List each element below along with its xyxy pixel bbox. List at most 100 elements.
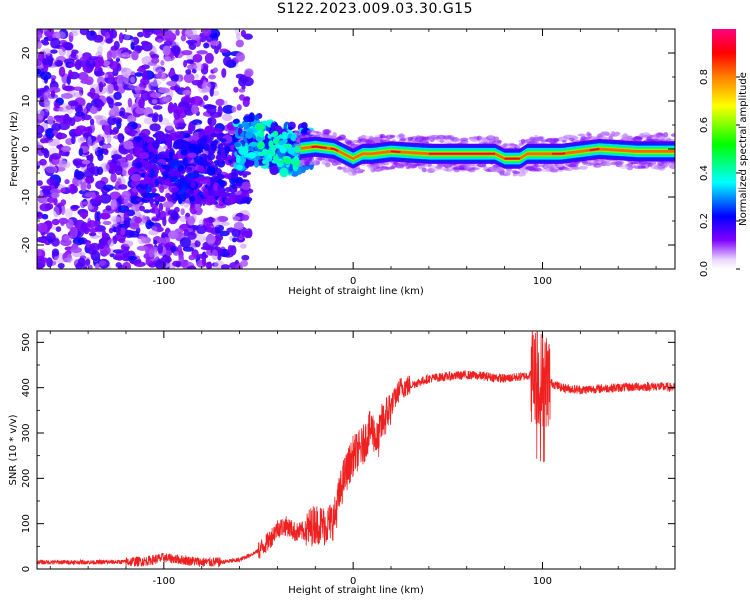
spectrogram-cell	[162, 45, 171, 56]
spectrogram-cell	[95, 263, 100, 269]
spectrogram-cell	[230, 144, 236, 151]
spectrogram-cell	[102, 60, 111, 66]
spectrogram-cell	[201, 256, 207, 267]
spectrogram-cell	[170, 245, 177, 254]
spectrogram-cell	[98, 260, 107, 266]
spectrogram-cell	[240, 259, 249, 267]
spectrogram-cell	[506, 145, 515, 150]
spectrogram-cell	[149, 153, 156, 163]
spectrogram-cell	[63, 257, 74, 262]
spectrogram-cell	[478, 139, 485, 145]
spectrogram-cell	[86, 161, 95, 173]
spectrogram-cell	[525, 166, 536, 171]
spectrogram-cell	[663, 164, 668, 168]
spectrogram-cell	[211, 249, 219, 261]
spectrogram-cell	[61, 92, 73, 99]
spectrogram-cell	[104, 124, 110, 136]
spectrogram-cell	[306, 130, 312, 134]
x-tick-label: -100	[152, 276, 175, 287]
spectrogram-cell	[470, 167, 480, 171]
spectrogram-cell	[120, 67, 127, 73]
y-tick-label: -20	[21, 237, 32, 253]
spectrogram-cell	[174, 131, 184, 139]
spectrogram-cell	[40, 148, 48, 154]
spectrogram-cell	[496, 139, 502, 144]
y-tick-label: -10	[21, 189, 32, 205]
spectrogram-cell	[196, 50, 208, 55]
spectrogram-cell	[177, 244, 183, 255]
spectrogram-cell	[215, 154, 227, 161]
spectrogram-cell	[194, 202, 201, 212]
spectrogram-cell	[141, 56, 154, 65]
spectrogram-cell	[45, 127, 55, 139]
spectrogram-cell	[45, 165, 58, 174]
spectrogram-cell	[87, 228, 100, 233]
spectrogram-cell	[112, 216, 124, 223]
spectrogram-cell	[189, 196, 196, 202]
spectrogram-cell	[206, 165, 216, 176]
spectrogram-cell	[114, 251, 125, 261]
spectrogram-cell	[57, 262, 65, 269]
spectrogram-cell	[37, 195, 50, 204]
colorbar-ticks: 0.0 0.2 0.4 0.6 0.8	[699, 69, 740, 277]
spectrogram-cell	[287, 147, 296, 155]
spectrogram-cell	[74, 111, 86, 117]
spectrogram-cell	[119, 227, 126, 236]
spectrogram-cell	[359, 135, 369, 139]
spectrogram-cell	[37, 249, 42, 257]
spectrogram-cell	[579, 165, 588, 170]
spectrogram-cell	[58, 107, 68, 112]
spectrogram-cell	[460, 137, 469, 142]
spectrogram-cell	[178, 101, 190, 108]
spectrogram-cell	[198, 219, 204, 227]
spectrogram-cell	[87, 220, 97, 229]
spectrogram-cell	[50, 90, 56, 98]
spectrogram-cell	[171, 187, 180, 193]
spectrogram-cell	[190, 181, 196, 188]
spectrogram-cell	[161, 232, 167, 239]
spectrogram-cell	[50, 75, 57, 80]
spectrogram-cell	[485, 135, 496, 141]
spectrogram-cell	[191, 95, 204, 107]
spectrogram-cell	[82, 104, 88, 114]
spectrogram-cell	[116, 118, 122, 130]
spectrogram-cell	[212, 67, 218, 73]
spectrogram-cell	[108, 110, 120, 119]
spectrogram-cell	[43, 91, 49, 102]
spectrogram-cell	[281, 131, 288, 139]
spectrogram-cell	[84, 177, 94, 184]
spectrogram-cell	[98, 240, 106, 250]
spectrogram-cell	[186, 265, 195, 269]
spectrogram-cell	[97, 152, 104, 162]
spectrogram-cell	[47, 139, 59, 147]
spectrogram-cell	[240, 132, 245, 138]
spectrogram-cell	[155, 29, 165, 38]
spectrogram-cell	[192, 53, 203, 63]
spectrogram-cell	[151, 217, 160, 222]
spectrogram-cell	[379, 139, 386, 143]
spectrogram-cell	[130, 173, 141, 182]
spectrogram-cell	[220, 147, 226, 157]
spectrogram-cell	[134, 161, 143, 169]
spectrogram-cell	[158, 202, 164, 212]
spectrogram-cell	[175, 29, 180, 36]
spectrogram-cell	[99, 101, 105, 107]
spectrogram-cell	[96, 117, 106, 126]
spectrogram-cell	[81, 159, 91, 165]
y-tick-label: 0	[21, 566, 32, 572]
spectrogram-cell	[226, 227, 236, 233]
spectrogram-cell	[604, 162, 612, 167]
spectrogram-hot-segment	[390, 150, 401, 153]
spectrogram-cell	[108, 227, 114, 234]
spectrogram-cell	[202, 79, 207, 90]
spectrogram-cell	[278, 140, 286, 146]
spectrogram-cell	[143, 33, 151, 39]
spectrogram-cell	[89, 153, 94, 164]
spectrogram-cell	[221, 221, 230, 226]
spectrogram-cell	[54, 102, 61, 109]
colorbar-tick-label: 0.4	[699, 165, 710, 181]
spectrogram-cell	[185, 59, 195, 64]
spectrogram-cell	[637, 165, 646, 170]
spectrogram-cell	[68, 100, 79, 107]
spectrogram-cell	[108, 29, 118, 39]
